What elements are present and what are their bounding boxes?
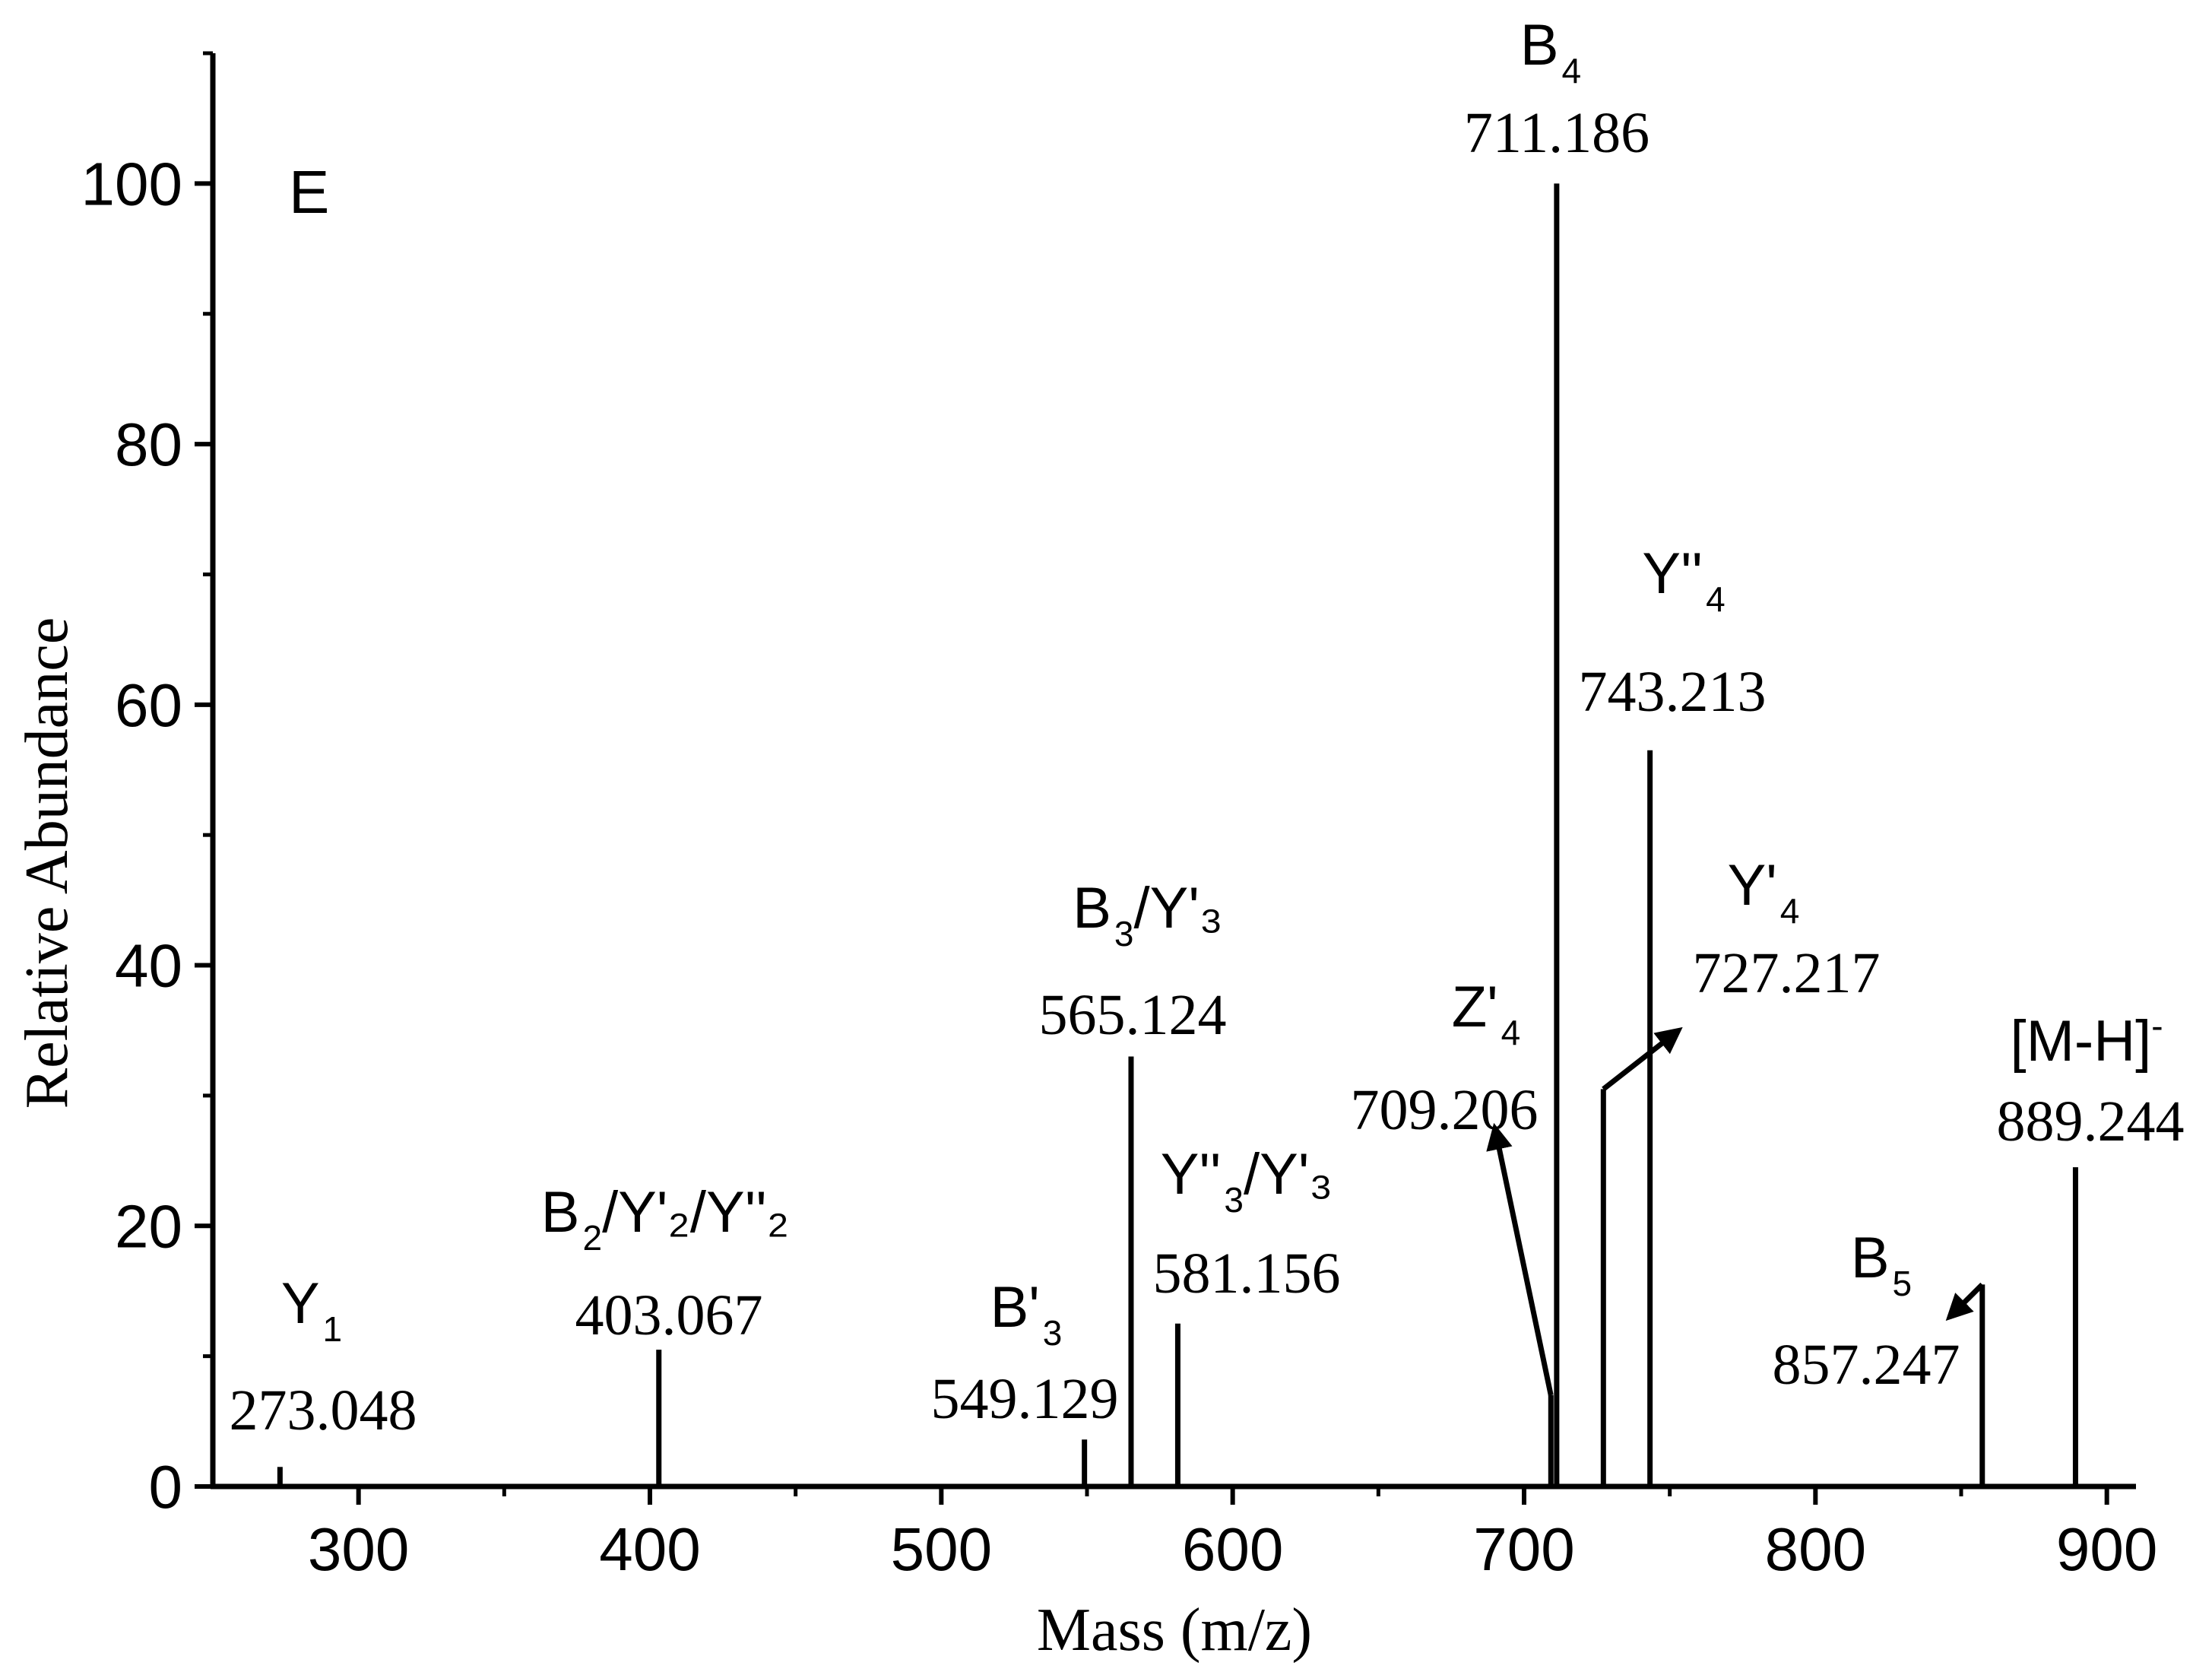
ion-label-subscript: 3 bbox=[1043, 1313, 1063, 1353]
x-tick-label: 700 bbox=[1473, 1515, 1574, 1583]
ion-label-subscript: 5 bbox=[1893, 1264, 1913, 1303]
mass-label: 889.244 bbox=[1997, 1090, 2185, 1153]
ion-label: Y1 bbox=[281, 1271, 342, 1349]
mass-label: 549.129 bbox=[931, 1367, 1119, 1431]
annotation-arrow bbox=[1602, 1026, 1683, 1092]
ion-label-tail: /Y'₂/Y''₂ bbox=[602, 1180, 789, 1245]
y-tick-label: 20 bbox=[115, 1192, 182, 1260]
ion-label-subscript: 1 bbox=[323, 1309, 343, 1349]
panel-letter: E bbox=[289, 158, 329, 226]
mass-label: 273.048 bbox=[230, 1379, 417, 1442]
ion-label: B3/Y'₃ bbox=[1073, 876, 1223, 953]
ion-label-main: Y'' bbox=[1161, 1142, 1222, 1207]
peaks bbox=[277, 183, 2078, 1486]
mass-label: 711.186 bbox=[1464, 101, 1649, 165]
mass-label: 709.206 bbox=[1351, 1078, 1539, 1142]
mass-label: 727.217 bbox=[1693, 941, 1881, 1005]
ion-label-main: Z' bbox=[1452, 975, 1498, 1039]
x-tick-label: 300 bbox=[308, 1515, 409, 1583]
y-tick-label: 100 bbox=[81, 150, 182, 217]
ion-label-subscript: 2 bbox=[582, 1218, 602, 1258]
mass-label: 565.124 bbox=[1039, 983, 1227, 1047]
ion-label-main: B' bbox=[990, 1275, 1040, 1340]
annotation-arrows bbox=[1486, 1026, 1985, 1396]
ion-label: B5 bbox=[1851, 1226, 1912, 1303]
ion-label-main: B bbox=[541, 1180, 580, 1245]
ion-label-tail: /Y'₃ bbox=[1244, 1142, 1333, 1207]
ion-label-tail: /Y'₃ bbox=[1134, 876, 1223, 941]
y-tick-label: 40 bbox=[115, 932, 182, 1000]
ion-label-main: [M-H] bbox=[2010, 1009, 2151, 1074]
ion-label: [M-H]- bbox=[2010, 1006, 2163, 1074]
y-axis-title: Relative Abundance bbox=[14, 617, 81, 1109]
ion-label-main: Y'' bbox=[1642, 541, 1703, 606]
ion-label-subscript: 3 bbox=[1114, 914, 1134, 953]
x-axis-title: Mass (m/z) bbox=[1037, 1597, 1312, 1664]
annotation-arrow bbox=[1945, 1282, 1985, 1321]
ion-label-subscript: 4 bbox=[1706, 579, 1726, 619]
x-tick-label: 900 bbox=[2056, 1515, 2157, 1583]
y-tick-label: 60 bbox=[115, 671, 182, 739]
ion-label-main: B bbox=[1851, 1226, 1890, 1290]
mass-label: 581.156 bbox=[1153, 1242, 1341, 1306]
ion-label-main: B bbox=[1073, 876, 1111, 941]
ion-label: B4 bbox=[1520, 13, 1581, 90]
mass-label: 743.213 bbox=[1579, 660, 1767, 724]
x-tick-label: 400 bbox=[599, 1515, 700, 1583]
y-tick-label: 0 bbox=[149, 1453, 183, 1521]
x-tick-label: 500 bbox=[891, 1515, 992, 1583]
ion-label: Y''3/Y'₃ bbox=[1161, 1142, 1333, 1220]
axes: 300 400 500 600 700 800 900 0 20 40 60 80 100 bbox=[81, 51, 2157, 1583]
ion-label: B'3 bbox=[990, 1275, 1063, 1353]
ion-label: B2/Y'₂/Y''₂ bbox=[541, 1180, 789, 1258]
ion-label-main: Y' bbox=[1728, 853, 1777, 918]
ion-label-subscript: 3 bbox=[1224, 1180, 1244, 1220]
ion-label-subscript: 4 bbox=[1501, 1013, 1521, 1052]
ion-label-main: Y bbox=[281, 1271, 320, 1336]
ion-label: Z'4 bbox=[1452, 975, 1521, 1052]
x-tick-label: 600 bbox=[1182, 1515, 1283, 1583]
y-tick-label: 80 bbox=[115, 411, 182, 478]
ion-label-subscript: 4 bbox=[1780, 891, 1800, 931]
ion-label-subscript: 4 bbox=[1562, 51, 1582, 90]
ion-label-superscript: - bbox=[2151, 1006, 2163, 1045]
ion-label: Y''4 bbox=[1642, 541, 1725, 619]
annotation-arrow bbox=[1486, 1122, 1554, 1396]
ion-label: Y'4 bbox=[1728, 853, 1800, 931]
ion-label-main: B bbox=[1520, 13, 1559, 78]
mass-label: 403.067 bbox=[575, 1283, 763, 1347]
x-tick-label: 800 bbox=[1765, 1515, 1866, 1583]
mass-label: 857.247 bbox=[1773, 1333, 1960, 1397]
